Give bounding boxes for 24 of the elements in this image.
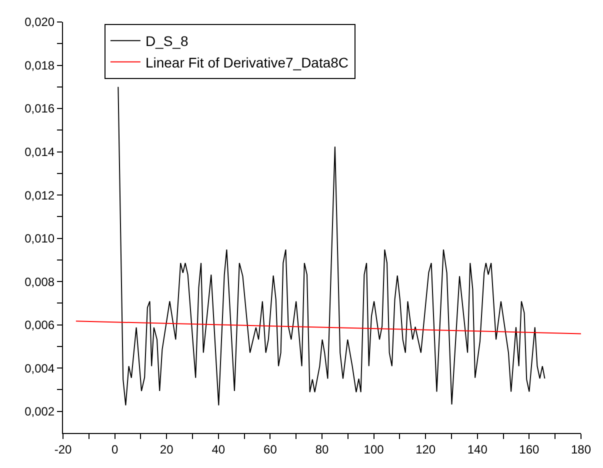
x-tick-label: 100 [364,442,384,456]
y-tick-label: 0,004 [24,361,55,376]
line-series [118,86,546,406]
y-tick-label: 0,020 [24,15,55,30]
x-tick-label: 0 [111,442,118,456]
x-tick-label: 80 [315,442,329,456]
y-tick-label: 0,016 [24,102,55,116]
y-tick-label: 0,010 [24,232,55,246]
x-tick-label: 180 [570,442,592,456]
y-tick-label: 0,014 [24,144,55,159]
x-tick-label: 60 [264,442,278,456]
x-tick-label: 160 [519,442,540,456]
legend-label: Linear Fit of Derivative7_Data8C [145,54,349,70]
y-tick-label: 0,002 [24,404,55,419]
legend-label: D_S_8 [145,33,188,50]
y-tick-label: 0,018 [24,58,55,72]
x-tick-label: 20 [160,442,174,456]
y-tick-label: 0,008 [24,274,55,289]
x-tick-label: 40 [212,442,226,456]
y-tick-label: 0,006 [24,318,55,332]
y-tick-label: 0,012 [24,188,55,202]
x-tick-label: -20 [54,442,72,456]
x-tick-label: 120 [416,442,436,456]
x-tick-label: 140 [467,442,488,456]
